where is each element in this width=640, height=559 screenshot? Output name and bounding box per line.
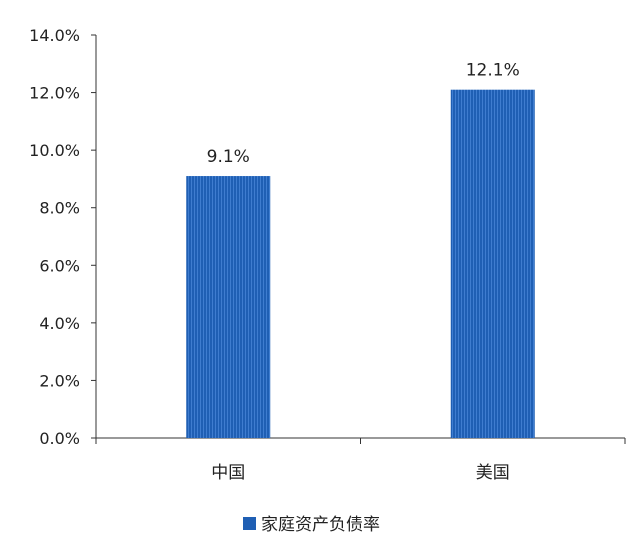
legend: 家庭资产负债率 <box>243 515 380 535</box>
y-tick-label: 0.0% <box>39 429 80 448</box>
y-tick-label: 14.0% <box>29 26 80 45</box>
x-axis: 中国 美国 <box>95 437 626 483</box>
y-tick-label: 6.0% <box>39 256 80 275</box>
data-label: 9.1% <box>207 147 250 167</box>
y-axis: 0.0% 2.0% 4.0% 6.0% 8.0% 10.0% 12.0% 14.0% <box>29 26 97 448</box>
data-label: 12.1% <box>466 61 520 81</box>
bars-group: 9.1% 12.1% <box>186 61 535 439</box>
y-tick-label: 10.0% <box>29 141 80 160</box>
y-tick-label: 2.0% <box>39 371 80 390</box>
x-category-label: 中国 <box>211 463 245 483</box>
bar-china <box>186 176 271 439</box>
legend-swatch <box>243 517 256 530</box>
legend-label: 家庭资产负债率 <box>261 515 380 535</box>
bar-usa <box>450 89 535 438</box>
y-tick-label: 4.0% <box>39 314 80 333</box>
x-category-label: 美国 <box>476 463 510 483</box>
y-tick-label: 12.0% <box>29 84 80 103</box>
y-tick-label: 8.0% <box>39 199 80 218</box>
